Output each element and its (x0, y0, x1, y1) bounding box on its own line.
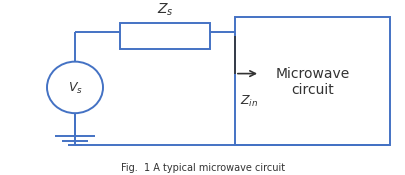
Bar (120, 23, 209, 49)
Text: $V_s$: $V_s$ (67, 81, 82, 96)
Bar (234, 17, 389, 145)
Text: Fig.  1 A typical microwave circuit: Fig. 1 A typical microwave circuit (121, 163, 284, 173)
Text: $Z_s$: $Z_s$ (156, 2, 173, 18)
Text: Microwave: Microwave (275, 67, 349, 81)
Text: circuit: circuit (290, 83, 333, 97)
Text: $Z_{in}$: $Z_{in}$ (239, 94, 258, 109)
